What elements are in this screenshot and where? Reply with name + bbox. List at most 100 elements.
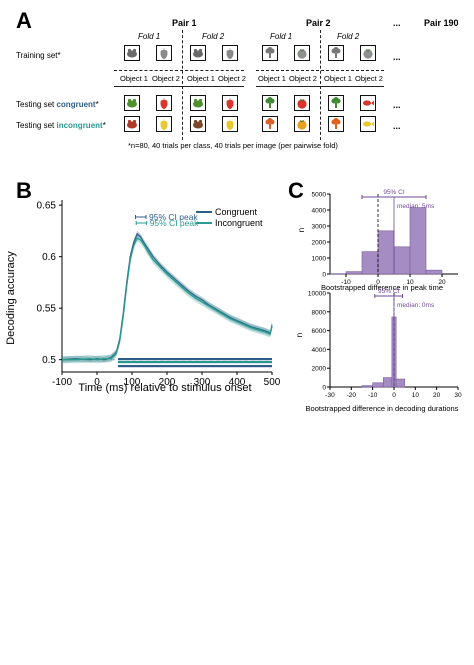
broc-icon: [331, 118, 341, 129]
broc-icon: [265, 47, 275, 58]
c-y-tick-label: 1000: [312, 256, 327, 263]
b-x-tick-label: 200: [159, 377, 176, 388]
testing-set-congruent-label: Testing set congruent*: [16, 100, 99, 109]
b-series-band: [62, 234, 272, 364]
c-histogram-bar: [361, 251, 379, 275]
fold-divider-pair2: [320, 30, 321, 140]
c-histogram-bar: [377, 230, 395, 275]
training-thumbnail: [360, 45, 376, 61]
legend-congruent-label: Congruent: [215, 207, 258, 217]
c-y-tick-label: 6000: [312, 328, 327, 335]
pepper-icon: [226, 48, 234, 60]
incongruent-word: incongruent: [56, 121, 103, 130]
c-x-tick-label: 0: [376, 279, 380, 286]
training-ellipsis: ...: [393, 52, 401, 62]
object2-label-a: Object 2: [152, 74, 180, 83]
c-ci-label: 95% CI: [383, 189, 405, 196]
b-x-tick-label: 300: [194, 377, 211, 388]
c2-y-axis-label: n: [295, 333, 304, 337]
frog-icon: [127, 48, 137, 58]
c-x-tick-label: 0: [392, 392, 396, 399]
c-median-label: median: 0ms: [397, 302, 435, 309]
incongruent-asterisk: *: [102, 121, 106, 130]
pepper-icon: [160, 98, 168, 110]
congruent-asterisk: *: [95, 100, 99, 109]
training-thumbnail: [222, 45, 238, 61]
b-y-tick-label: 0.5: [42, 355, 56, 366]
incongruent-test-thumbnail: [222, 116, 238, 132]
object-divider-top-pair1: [114, 70, 244, 71]
c-x-tick-label: 20: [433, 392, 441, 399]
pepper-icon: [160, 48, 168, 60]
c-median-label: median: 5ms: [397, 203, 435, 210]
c-x-tick-label: 10: [406, 279, 414, 286]
fold2-label-pair2: Fold 2: [337, 32, 360, 41]
object1-label-c: Object 1: [258, 74, 286, 83]
fish-icon: [363, 100, 374, 106]
panel-a-letter: A: [16, 8, 32, 33]
tomato-icon: [297, 49, 307, 59]
c-y-tick-label: 3000: [312, 224, 327, 231]
c-x-tick-label: 10: [412, 392, 420, 399]
incongruent-test-thumbnail: [294, 116, 310, 132]
b-series-line: [62, 237, 273, 361]
c-y-tick-label: 2000: [312, 366, 327, 373]
panel-b-letter: B: [16, 178, 32, 203]
b-ci-peak-label: 95% CI peak: [149, 212, 198, 222]
b-x-tick-label: -100: [52, 377, 72, 388]
frog-icon: [193, 98, 203, 108]
b-significance-bar: [118, 361, 272, 364]
object2-label-c: Object 2: [289, 74, 317, 83]
broc-icon: [331, 47, 341, 58]
object-divider-top-pair2: [256, 70, 384, 71]
b-y-tick-label: 0.6: [42, 252, 56, 263]
object-divider-bottom-pair1: [114, 86, 244, 87]
c2-x-axis-label: Bootstrapped difference in decoding dura…: [306, 404, 459, 413]
c-histogram-bar: [409, 207, 427, 275]
training-set-label: Training set*: [16, 51, 61, 60]
training-thumbnail: [328, 45, 344, 61]
pair1-header: Pair 1: [172, 18, 197, 28]
b-y-axis-label: Decoding accuracy: [5, 251, 17, 345]
tomato-icon: [297, 99, 307, 109]
pair190-header: Pair 190: [424, 18, 459, 28]
fold1-label-pair2: Fold 1: [270, 32, 293, 41]
incongruent-test-thumbnail: [360, 116, 376, 132]
object1-label-d: Object 1: [324, 74, 352, 83]
decoding-accuracy-chart: -100 0 100 200 300 400 500 0.5 0.55 0.6 0.65 95% CI…: [5, 200, 281, 394]
fold2-label-pair1: Fold 2: [202, 32, 225, 41]
training-thumbnail: [294, 45, 310, 61]
pair2-header: Pair 2: [306, 18, 331, 28]
b-legend: Congruent Incongruent: [196, 207, 263, 228]
c-y-tick-label: 0: [322, 385, 326, 392]
congruent-test-thumbnail: [294, 95, 310, 111]
c-histogram-bar: [425, 269, 443, 275]
frog-icon: [127, 98, 137, 108]
c-y-tick-label: 8000: [312, 309, 327, 316]
c-histogram-bar: [395, 378, 405, 388]
incongruent-ellipsis: ...: [393, 121, 401, 131]
c-histogram-bar: [383, 377, 393, 388]
training-thumbnail: [124, 45, 140, 61]
training-thumbnail: [262, 45, 278, 61]
b-series-band: [62, 230, 272, 363]
broc-icon: [265, 118, 275, 129]
pepper-icon: [226, 119, 234, 131]
b-ci-peak-label: 95% CI peak: [150, 218, 199, 228]
congruent-test-thumbnail: [124, 95, 140, 111]
pepper-icon: [226, 98, 234, 110]
b-y-tick-label: 0.65: [37, 201, 57, 212]
c-y-tick-label: 4000: [312, 208, 327, 215]
footnote: *n=80, 40 trials per class, 40 trials pe…: [128, 141, 338, 150]
b-x-tick-label: 0: [94, 377, 100, 388]
testing-set-prefix-2: Testing set: [16, 121, 57, 130]
object2-label-d: Object 2: [355, 74, 383, 83]
object1-label-b: Object 1: [187, 74, 215, 83]
tomato-icon: [363, 49, 373, 59]
c-x-tick-label: -10: [368, 392, 378, 399]
testing-set-incongruent-label: Testing set incongruent*: [16, 121, 106, 130]
frog-icon: [127, 119, 137, 129]
legend-incongruent-label: Incongruent: [215, 218, 263, 228]
pepper-icon: [160, 119, 168, 131]
incongruent-test-thumbnail: [156, 116, 172, 132]
